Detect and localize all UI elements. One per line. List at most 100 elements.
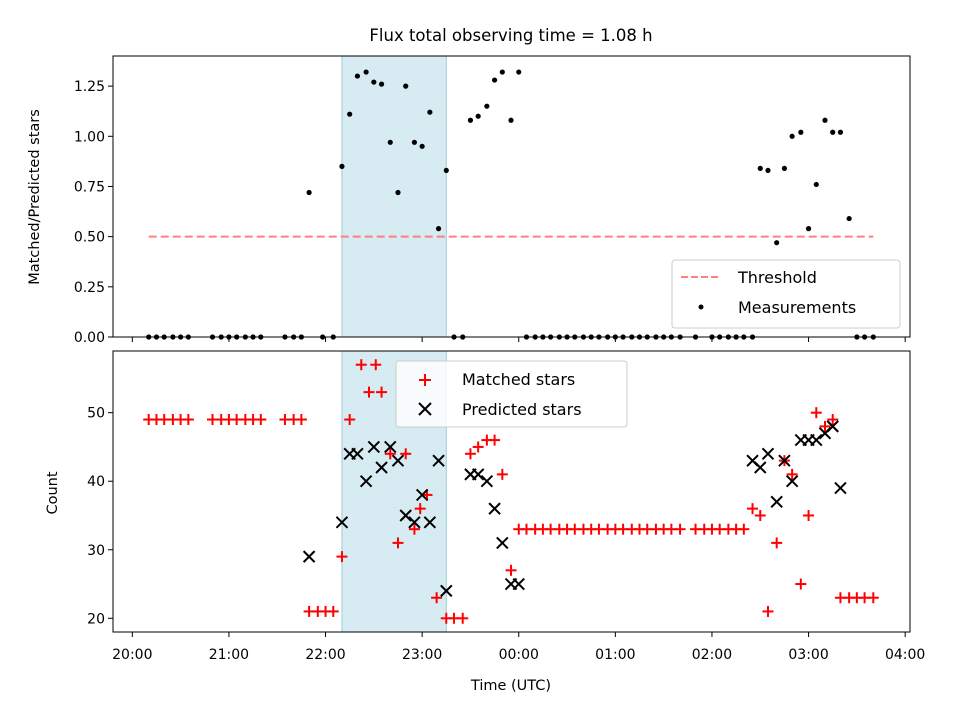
measurement-point <box>774 240 780 246</box>
measurement-point <box>467 117 474 123</box>
predicted-star-point <box>359 475 373 488</box>
predicted-star-point <box>834 481 847 495</box>
matched-star-point <box>408 523 420 535</box>
measurement-point <box>403 83 409 89</box>
measurement-point <box>378 81 385 87</box>
bottom-ytick-label: 40 <box>87 474 105 490</box>
measurement-point <box>499 69 505 75</box>
top-ytick-label: 1.00 <box>74 129 105 145</box>
matched-star-point <box>336 551 348 563</box>
top-legend: Threshold Measurements <box>671 259 901 329</box>
predicted-star-point <box>488 502 501 515</box>
measurement-point <box>837 129 844 135</box>
matched-star-point <box>762 605 774 617</box>
legend-matched-swatch <box>419 374 431 386</box>
bottom-xtick-label: 23:00 <box>402 647 442 663</box>
measurement-point <box>354 73 361 79</box>
matched-star-point <box>255 414 267 426</box>
predicted-star-point <box>415 488 429 502</box>
bottom-xtick-label: 04:00 <box>885 647 925 663</box>
top-axes-frame <box>112 55 911 338</box>
bottom-xtick-label: 20:00 <box>112 647 152 663</box>
measurement-point <box>805 226 812 232</box>
matched-star-point <box>464 448 476 460</box>
predicted-star-point <box>778 454 791 467</box>
bottom-xtick-label: 01:00 <box>595 647 635 663</box>
matched-star-point <box>738 523 750 535</box>
matched-star-point <box>370 359 382 371</box>
bottom-series-layer <box>143 359 879 624</box>
top-highlight-span <box>341 55 447 338</box>
legend-predicted-label: Predicted stars <box>462 400 582 419</box>
predicted-star-point <box>496 536 509 550</box>
matched-star-point <box>363 386 375 398</box>
bottom-xtick-label: 00:00 <box>499 647 539 663</box>
matched-star-point <box>182 414 194 426</box>
matched-star-point <box>496 468 508 480</box>
bottom-legend: Matched stars Predicted stars <box>395 360 628 428</box>
predicted-star-point <box>399 509 412 522</box>
bottom-panel: 20 30 40 50 20:00 21:00 22:00 23:00 00:00 01:00 0… <box>45 350 925 694</box>
measurement-point <box>757 165 763 171</box>
bottom-y-ticks: 20 30 40 50 <box>87 406 113 627</box>
measurement-point <box>419 143 425 149</box>
legend-threshold-label: Threshold <box>737 268 817 287</box>
bottom-legend-box <box>395 360 628 428</box>
matched-star-point <box>431 592 443 604</box>
measurement-point <box>306 189 312 196</box>
matched-star-point <box>295 414 307 426</box>
matched-star-point <box>810 407 822 419</box>
matched-star-point <box>505 564 517 576</box>
predicted-star-point <box>754 461 767 474</box>
measurement-point <box>846 215 852 222</box>
measurement-point <box>508 117 514 123</box>
measurement-point <box>484 103 490 109</box>
bottom-axes-frame <box>112 350 911 633</box>
bottom-xtick-label: 02:00 <box>692 647 732 663</box>
measurement-point <box>427 109 433 115</box>
measurement-point <box>371 79 377 85</box>
top-ytick-label: 0.50 <box>74 230 105 246</box>
predicted-star-point <box>770 495 783 508</box>
predicted-star-point <box>512 577 525 591</box>
predicted-star-point <box>408 516 421 529</box>
measurement-point <box>830 129 836 135</box>
bottom-ytick-label: 30 <box>87 543 105 559</box>
x-axis-label: Time (UTC) <box>470 678 551 694</box>
legend-measurements-label: Measurements <box>738 298 856 317</box>
matched-star-point <box>771 537 783 549</box>
bottom-ytick-label: 20 <box>87 611 105 627</box>
predicted-star-point <box>367 440 381 454</box>
bottom-xtick-label: 22:00 <box>305 647 345 663</box>
top-ytick-label: 0.00 <box>74 330 105 346</box>
matched-star-point <box>384 448 396 460</box>
legend-predicted-swatch <box>418 402 432 416</box>
bottom-y-axis-label: Count <box>45 471 61 514</box>
measurement-point <box>387 139 393 145</box>
measurement-point <box>813 181 819 188</box>
matched-star-point <box>327 605 339 617</box>
top-legend-box <box>671 259 901 329</box>
measurement-point <box>798 129 804 135</box>
predicted-star-point <box>810 433 823 447</box>
top-panel: 0.00 0.25 0.50 0.75 1.00 1.25 Flux total obse… <box>27 26 911 346</box>
matched-star-point <box>355 359 367 371</box>
top-y-ticks: 0.00 0.25 0.50 0.75 1.00 1.25 <box>74 79 113 346</box>
bottom-ytick-label: 50 <box>87 406 105 422</box>
matched-star-point <box>344 414 356 426</box>
measurement-point <box>363 69 369 75</box>
measurement-point <box>347 111 353 117</box>
predicted-star-point <box>423 516 437 529</box>
measurement-point <box>411 139 418 145</box>
measurement-point <box>339 163 345 169</box>
predicted-star-point <box>391 454 405 467</box>
predicted-star-point <box>351 447 364 461</box>
predicted-star-point <box>480 475 494 488</box>
predicted-star-point <box>375 461 388 474</box>
matched-star-point <box>489 434 501 446</box>
matched-star-point <box>674 523 686 535</box>
matched-star-point <box>457 612 469 624</box>
bottom-xtick-label: 03:00 <box>788 647 828 663</box>
predicted-star-point <box>440 584 453 598</box>
